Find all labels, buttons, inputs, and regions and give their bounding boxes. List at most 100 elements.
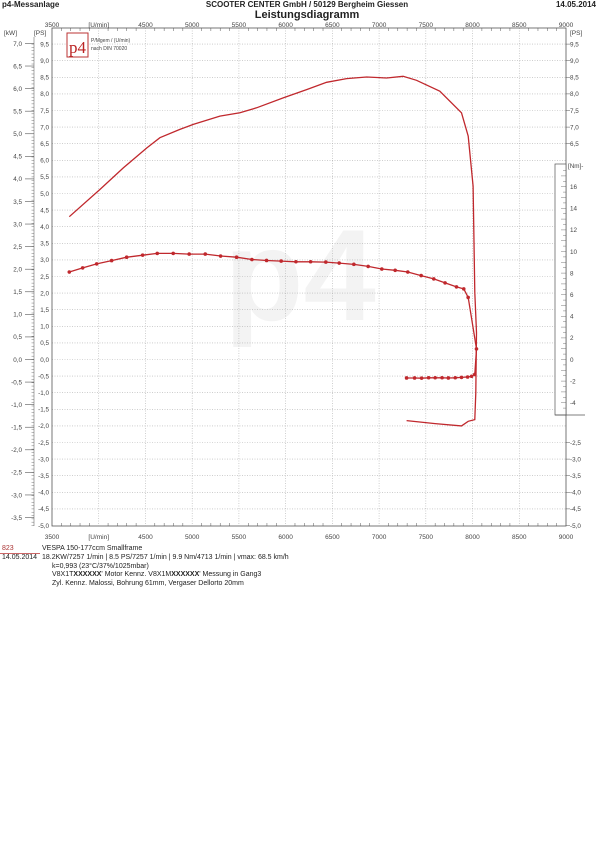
nm-tick-label: 6 xyxy=(570,292,574,299)
legend-line2: nach DIN 70020 xyxy=(91,46,127,52)
kw-tick-label: 4,5 xyxy=(13,154,22,161)
kw-tick-label: 6,0 xyxy=(13,86,22,93)
torque-data-point xyxy=(443,281,447,285)
x-tick-label-top: 6500 xyxy=(325,22,340,29)
ps-tick-label: -1,0 xyxy=(38,390,49,397)
x-tick-label-top: 6000 xyxy=(278,22,293,29)
correction-line: k=0,993 (23°C/37%/1025mbar) xyxy=(52,563,149,570)
kw-axis-label: [kW] xyxy=(4,30,17,37)
chart-title: Leistungsdiagramm xyxy=(254,9,360,21)
torque-data-point xyxy=(171,251,176,256)
nm-tick-label: 10 xyxy=(570,249,578,256)
right-ps-tick-label: -3,0 xyxy=(570,456,581,463)
torque-data-point xyxy=(124,255,129,260)
kw-tick-label: 2,0 xyxy=(13,267,22,274)
kw-tick-label: 6,5 xyxy=(13,63,22,70)
torque-data-point xyxy=(234,255,239,260)
ps-tick-label: -3,0 xyxy=(38,456,49,463)
x-tick-label-bottom: 8000 xyxy=(465,534,480,541)
x-tick-label-top: 4500 xyxy=(138,22,153,29)
p4-logo xyxy=(66,32,89,58)
right-ps-tick-label: -4,5 xyxy=(570,506,581,513)
kw-tick-label: -2,5 xyxy=(11,470,22,477)
x-tick-label-top: 7500 xyxy=(419,22,434,29)
ps-tick-label: 1,5 xyxy=(40,307,49,314)
kw-tick-label: 1,0 xyxy=(13,312,22,319)
torque-data-point xyxy=(264,258,269,263)
x-tick-label-top: 8000 xyxy=(465,22,480,29)
torque-data-point xyxy=(412,376,417,380)
torque-data-point xyxy=(155,251,160,256)
ps-tick-label: -2,0 xyxy=(38,423,49,430)
x-tick-label-bottom: [U/min] xyxy=(88,534,109,541)
header-center: SCOOTER CENTER GmbH / 50129 Bergheim Gie… xyxy=(205,0,409,9)
x-tick-label-bottom: 8500 xyxy=(512,534,527,541)
id-underline xyxy=(0,553,40,554)
ps-tick-label: 3,5 xyxy=(40,241,49,248)
right-ps-tick-label: 8,5 xyxy=(570,75,579,82)
torque-data-point xyxy=(380,267,384,271)
torque-data-point xyxy=(203,252,208,256)
x-tick-label-bottom: 4500 xyxy=(138,534,153,541)
engine-line: V8X1TXXXXXX' Motor Kennz. V8X1MXXXXXX' M… xyxy=(52,571,261,578)
ps-tick-label: 2,0 xyxy=(40,290,49,297)
kw-tick-label: 7,0 xyxy=(13,41,22,48)
ps-axis-label-left: [PS] xyxy=(34,30,46,37)
ps-tick-label: 9,0 xyxy=(40,58,49,65)
kw-tick-label: -0,5 xyxy=(11,379,22,386)
nm-tick-label: 8 xyxy=(570,270,574,277)
torque-data-point xyxy=(465,375,470,379)
results-line: 18.2KW/7257 1/min | 8.5 PS/7257 1/min | … xyxy=(42,554,289,561)
ps-tick-label: 0,5 xyxy=(40,340,49,347)
torque-data-point xyxy=(474,347,479,351)
x-tick-label-top: 9000 xyxy=(559,22,574,29)
ps-tick-label: 4,0 xyxy=(40,224,49,231)
kw-tick-label: 3,5 xyxy=(13,199,22,206)
record-id: 823 xyxy=(2,545,14,552)
torque-data-point xyxy=(80,266,85,270)
torque-data-point xyxy=(404,376,409,380)
kw-tick-label: 5,0 xyxy=(13,131,22,138)
engine-mask: XXXXXX xyxy=(171,571,200,578)
kw-tick-label: 4,0 xyxy=(13,176,22,183)
right-ps-tick-label: 7,0 xyxy=(570,124,579,131)
nm-tick-label: 2 xyxy=(570,335,574,342)
torque-data-point xyxy=(67,270,72,274)
torque-data-point xyxy=(294,259,298,264)
torque-data-point xyxy=(426,375,431,380)
x-tick-label-bottom: 5500 xyxy=(232,534,247,541)
right-ps-tick-label: 8,0 xyxy=(570,91,579,98)
watermark-logo: p4 xyxy=(224,202,376,348)
nm-axis-label: [Nm]- xyxy=(568,163,583,170)
ps-tick-label: 7,0 xyxy=(40,124,49,131)
x-tick-label-bottom: 9000 xyxy=(559,534,574,541)
right-ps-tick-label: 6,5 xyxy=(570,141,579,148)
p4-logo-text: p4 xyxy=(69,38,87,57)
torque-data-point xyxy=(218,254,223,258)
gear-label: ' Messung in Gang3 xyxy=(199,571,262,578)
torque-data-point xyxy=(140,253,145,257)
vin-mask: XXXXXX xyxy=(73,571,102,578)
right-ps-tick-label: -3,5 xyxy=(570,473,581,480)
x-tick-label-bottom: 5000 xyxy=(185,534,200,541)
torque-data-point xyxy=(187,252,191,256)
torque-data-point xyxy=(352,262,356,267)
nm-tick-label: -2 xyxy=(570,378,576,385)
torque-data-point xyxy=(453,375,458,380)
ps-tick-label: 8,0 xyxy=(40,91,49,98)
torque-data-point xyxy=(250,257,254,262)
header-left: p4-Messanlage xyxy=(2,0,60,9)
torque-data-point xyxy=(446,376,451,380)
x-tick-label-top: 5500 xyxy=(232,22,247,29)
kw-tick-label: -2,0 xyxy=(11,447,22,454)
torque-data-point xyxy=(459,375,464,380)
ps-tick-label: 4,5 xyxy=(40,207,49,214)
nm-tick-label: 0 xyxy=(570,357,574,364)
right-ps-tick-label: -5,0 xyxy=(570,523,581,530)
legend: p4 P/Mgem / (U/min) nach DIN 70020 xyxy=(66,32,131,58)
setup-line: Zyl. Kennz. Malossi, Bohrung 61mm, Verga… xyxy=(52,580,244,587)
torque-data-point xyxy=(337,261,341,265)
kw-tick-label: 0,5 xyxy=(13,334,22,341)
ps-tick-label: -4,5 xyxy=(38,506,49,513)
ps-tick-label: 1,0 xyxy=(40,324,49,331)
